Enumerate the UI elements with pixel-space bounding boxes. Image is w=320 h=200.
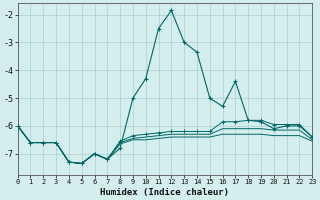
X-axis label: Humidex (Indice chaleur): Humidex (Indice chaleur)	[100, 188, 229, 197]
